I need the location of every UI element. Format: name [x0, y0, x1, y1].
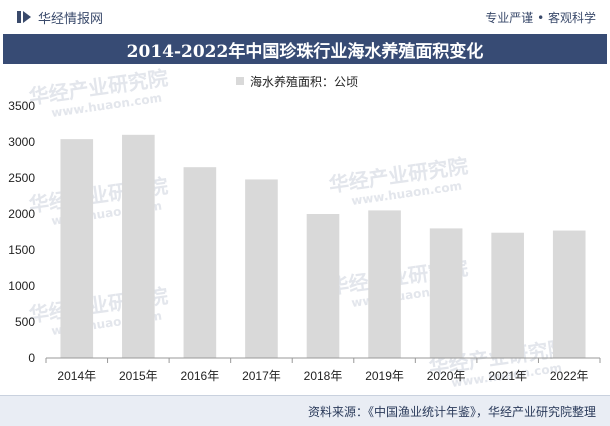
bar: [306, 214, 340, 358]
x-tick-label: 2016年: [181, 369, 220, 383]
bar: [183, 167, 217, 358]
chart-title: 2014-2022年中国珍珠行业海水养殖面积变化: [126, 41, 484, 62]
x-tick-label: 2015年: [119, 369, 158, 383]
bar: [122, 134, 155, 358]
x-tick-label: 2019年: [365, 369, 404, 383]
x-tick-label: 2014年: [57, 369, 96, 383]
bar: [491, 232, 524, 358]
y-tick-label: 2000: [8, 207, 35, 221]
top-bar: 华经情报网 专业严谨 • 客观科学: [0, 0, 610, 34]
slogan-separator: •: [537, 11, 545, 25]
brand-name: 华经情报网: [38, 12, 104, 27]
slogan-left: 专业严谨: [485, 11, 534, 25]
x-tick-label: 2021年: [488, 369, 527, 383]
title-bar: 2014-2022年中国珍珠行业海水养殖面积变化: [3, 34, 607, 64]
footer: 资料来源：《中国渔业统计年鉴》，华经产业研究院整理: [0, 395, 610, 426]
bar: [368, 210, 401, 358]
watermark-layer: 华经产业研究院www.huaon.com华经产业研究院www.huaon.com…: [27, 66, 569, 390]
x-tick-label: 2020年: [427, 369, 466, 383]
legend-label: 海水养殖面积：公顷: [250, 74, 358, 89]
bar: [245, 179, 278, 358]
bars: [60, 134, 586, 358]
y-tick-label: 2500: [8, 171, 35, 185]
bar-chart: 华经产业研究院www.huaon.com华经产业研究院www.huaon.com…: [8, 66, 601, 390]
y-tick-label: 3500: [8, 99, 35, 113]
huajing-logo-icon: [17, 11, 31, 23]
y-axis: 0 500 1000 1500 2000 2500 3000 3500: [8, 99, 35, 365]
bar: [552, 230, 586, 358]
y-tick-label: 1500: [8, 243, 35, 257]
x-tick-label: 2022年: [550, 369, 589, 383]
y-tick-label: 3000: [8, 135, 35, 149]
legend-swatch: [236, 77, 244, 85]
x-axis: 2014年 2015年 2016年 2017年 2018年 2019年 2020年 2021年…: [45, 357, 601, 383]
legend: 海水养殖面积：公顷: [236, 74, 358, 89]
source-note: 资料来源：《中国渔业统计年鉴》，华经产业研究院整理: [307, 405, 596, 419]
y-tick-label: 500: [15, 315, 35, 329]
bar: [429, 228, 463, 358]
bar: [60, 139, 94, 358]
y-tick-label: 0: [28, 351, 35, 365]
x-tick-label: 2017年: [242, 369, 281, 383]
x-tick-label: 2018年: [304, 369, 343, 383]
slogan: 专业严谨 • 客观科学: [485, 9, 596, 26]
y-tick-label: 1000: [8, 279, 35, 293]
slogan-right: 客观科学: [547, 11, 596, 25]
